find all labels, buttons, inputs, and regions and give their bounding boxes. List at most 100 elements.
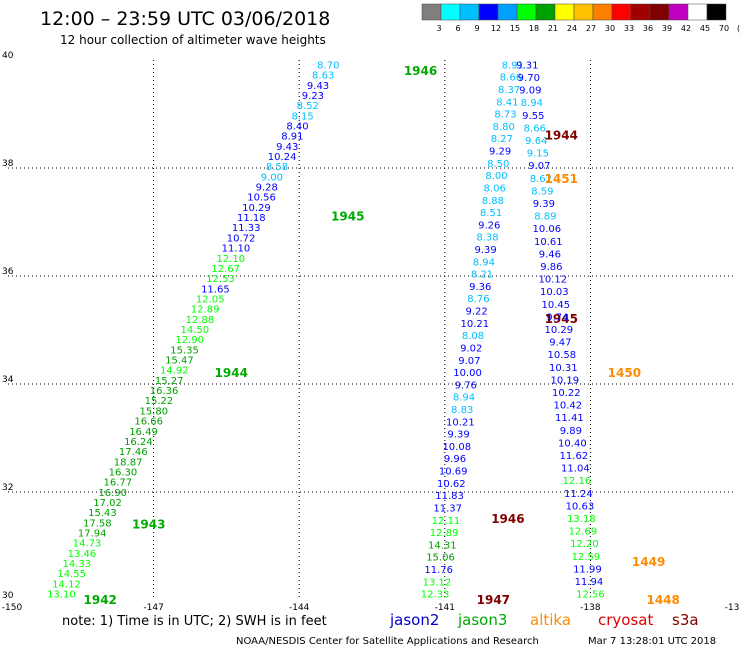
wave-height-label: 10.69: [439, 467, 468, 478]
wave-height-label: 15.80: [139, 406, 168, 417]
wave-height-label: 11.10: [222, 244, 251, 255]
wave-height-label: 12.05: [196, 294, 225, 305]
color-scale-label: (ft): [737, 24, 740, 33]
wave-height-label: 8.88: [482, 196, 504, 207]
legend-entry-jason2: jason2: [389, 611, 439, 629]
color-scale-label: 9: [474, 24, 479, 33]
time-stamp-label: 1450: [608, 366, 641, 380]
color-scale-swatch: [668, 3, 689, 21]
satellite-legend: jason2 jason3 altika cryosat s3a: [389, 611, 699, 629]
time-stamp-label: 1947: [477, 593, 510, 607]
wave-height-label: 11.94: [575, 577, 604, 588]
wave-height-label: 11.41: [555, 413, 584, 424]
wave-height-label: 9.47: [549, 338, 571, 349]
color-scale-swatch: [459, 3, 480, 21]
wave-height-label: 8.00: [485, 171, 507, 182]
wave-height-label: 9.96: [444, 454, 466, 465]
color-scale-swatch: [535, 3, 556, 21]
legend-entry-cryosat: cryosat: [598, 611, 653, 629]
x-tick-label: -141: [435, 603, 455, 613]
wave-height-label: 9.00: [261, 172, 283, 183]
wave-height-label: 12.69: [569, 527, 598, 538]
color-scale-label: 21: [548, 24, 558, 33]
time-stamp-label: 1945: [545, 312, 578, 326]
wave-height-label: 8.91: [281, 132, 303, 143]
time-stamp-label: 1946: [491, 512, 524, 526]
wave-height-label: 12.20: [570, 539, 599, 550]
legend-entry-altika: altika: [530, 611, 571, 629]
wave-height-label: 9.86: [540, 262, 562, 273]
wave-height-label: 14.92: [160, 366, 189, 377]
wave-height-label: 10.06: [533, 224, 562, 235]
wave-height-label: 10.08: [442, 442, 471, 453]
color-scale-swatch: [440, 3, 461, 21]
wave-height-label: 11.99: [573, 564, 602, 575]
wave-height-label: 8.94: [453, 393, 475, 404]
wave-height-label: 8.41: [496, 97, 518, 108]
wave-height-label: 9.07: [458, 356, 480, 367]
wave-height-label: 8.91: [502, 60, 524, 71]
color-scale-label: 42: [681, 24, 691, 33]
wave-height-label: 10.61: [534, 237, 563, 248]
chart-grid: [8, 60, 736, 600]
x-tick-label: -144: [289, 603, 310, 613]
wave-height-label: 8.15: [292, 111, 314, 122]
wave-height-label: 11.83: [435, 491, 464, 502]
color-scale-swatch: [649, 3, 670, 21]
time-stamp-label: 1943: [132, 517, 165, 531]
wave-height-label: 9.36: [469, 282, 491, 293]
wave-height-label: 8.38: [476, 233, 498, 244]
wave-height-label: 18.87: [114, 457, 143, 468]
wave-height-label: 8.37: [498, 85, 520, 96]
wave-height-label: 8.94: [473, 257, 495, 268]
footer-credit: NOAA/NESDIS Center for Satellite Applica…: [236, 636, 539, 647]
wave-height-label: 9.55: [522, 111, 544, 122]
wave-height-label: 10.29: [242, 203, 271, 214]
time-stamp-label: 1944: [545, 129, 578, 143]
x-axis-ticks: -150 -147 -144 -141 -138 -13: [2, 603, 740, 613]
y-tick-label: 34: [2, 375, 14, 385]
wave-height-label: 8.08: [462, 331, 484, 342]
track-jason3: 13.1014.1214.5514.3313.4614.7317.9417.58…: [47, 60, 437, 607]
wave-height-label: 9.70: [518, 73, 540, 84]
wave-height-label: 12.89: [191, 305, 220, 316]
wave-height-label: 14.50: [181, 325, 210, 336]
wave-height-label: 13.18: [567, 514, 596, 525]
color-scale-label: 70: [719, 24, 729, 33]
wave-height-label: 9.29: [489, 147, 511, 158]
wave-height-label: 8.59: [531, 186, 553, 197]
wave-height-label: 8.50: [487, 159, 509, 170]
color-scale-label: 18: [529, 24, 539, 33]
wave-height-label: 8.80: [493, 122, 515, 133]
wave-height-label: 15.43: [88, 508, 117, 519]
time-stamp-label: 1942: [84, 593, 117, 607]
color-scale-swatch: [592, 3, 613, 21]
time-stamp-label: 1944: [215, 366, 248, 380]
x-tick-label: -147: [143, 603, 163, 613]
wave-height-label: 10.21: [461, 319, 490, 330]
wave-height-label: 16.49: [129, 427, 158, 438]
color-scale-swatch: [706, 3, 727, 21]
wave-height-label: 14.55: [57, 569, 86, 580]
wave-height-label: 9.28: [256, 183, 278, 194]
color-scale-label: 45: [700, 24, 710, 33]
y-tick-label: 36: [2, 267, 14, 277]
color-scale-swatch: [554, 3, 575, 21]
wave-height-label: 8.76: [467, 294, 489, 305]
wave-height-label: 13.12: [423, 577, 452, 588]
y-tick-label: 38: [2, 159, 14, 169]
wave-height-label: 12.90: [175, 335, 204, 346]
color-scale-label: 39: [662, 24, 672, 33]
color-scale-label: 3: [436, 24, 441, 33]
y-tick-label: 30: [2, 591, 14, 601]
color-scale-label: 6: [455, 24, 460, 33]
wave-height-label: 14.31: [428, 540, 457, 551]
wave-height-label: 10.31: [549, 363, 578, 374]
wave-height-label: 8.83: [451, 405, 473, 416]
wave-height-label: 8.94: [521, 98, 543, 109]
wave-height-label: 10.62: [437, 479, 466, 490]
wave-height-label: 8.73: [494, 110, 516, 121]
wave-height-label: 12.10: [216, 254, 245, 265]
chart-title: 12:00 – 23:59 UTC 03/06/2018: [40, 8, 330, 30]
wave-height-label: 12.11: [432, 516, 461, 527]
